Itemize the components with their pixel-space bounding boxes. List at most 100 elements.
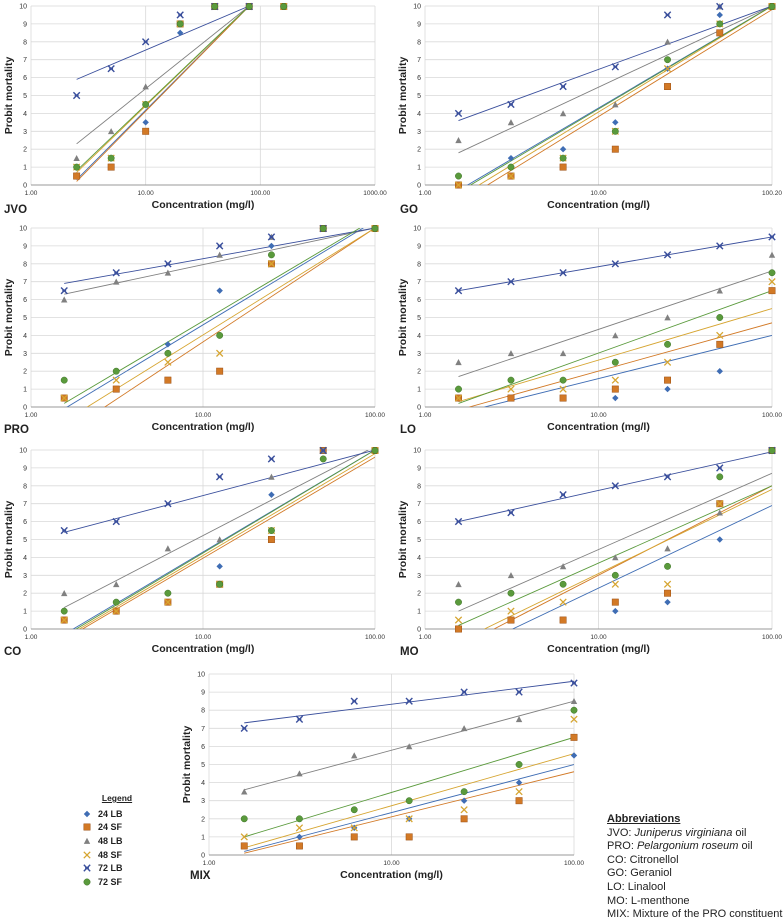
y-tick-label: 0 — [201, 853, 205, 860]
y-tick-label: 4 — [417, 555, 421, 562]
abbreviation-code: JVO: — [607, 826, 635, 839]
x-tick-label: 10.00 — [590, 190, 607, 197]
legend-item-label: 72 LB — [98, 863, 123, 874]
point-72-sf — [211, 3, 219, 10]
point-24-sf — [768, 287, 776, 295]
x-axis-title: Concentration (mg/l) — [547, 643, 650, 655]
point-72-lb — [215, 473, 224, 481]
trendline-72-sf — [75, 450, 375, 629]
point-24-lb — [460, 797, 468, 804]
point-72-lb — [319, 446, 327, 455]
y-tick-label: 9 — [417, 243, 421, 250]
point-48-lb — [455, 359, 462, 366]
point-48-sf — [164, 358, 172, 366]
point-72-lb — [267, 455, 276, 463]
panel-label: GO — [400, 204, 418, 216]
point-72-sf — [350, 806, 358, 814]
point-72-sf — [164, 349, 172, 357]
trendline-48-lb — [76, 6, 250, 145]
trendline-24-sf — [103, 228, 375, 407]
point-24-sf — [507, 616, 515, 624]
y-tick-label: 4 — [417, 333, 421, 340]
point-72-lb — [60, 286, 68, 295]
y-tick-label: 9 — [23, 21, 27, 28]
point-48-lb — [216, 536, 223, 543]
y-tick-label: 5 — [417, 93, 421, 100]
y-axis-title: Probit mortality — [397, 279, 409, 357]
abbreviation-pre: L-menthone — [630, 894, 690, 907]
point-48-sf — [112, 607, 120, 615]
legend-title: Legend — [101, 793, 133, 803]
x-axis-title: Concentration (mg/l) — [152, 421, 255, 433]
point-72-sf — [716, 20, 724, 28]
point-72-lb — [72, 91, 81, 100]
abbreviation-line: GO: Geraniol — [607, 867, 783, 881]
point-72-lb — [507, 508, 515, 517]
y-axis-title: Probit mortality — [3, 57, 15, 135]
x-tick-label: 100.00 — [564, 860, 584, 867]
point-72-lb — [663, 473, 672, 481]
point-48-lb — [142, 83, 149, 90]
y-tick-label: 2 — [201, 816, 205, 823]
x-tick-label: 1.00 — [419, 412, 432, 419]
y-tick-label: 9 — [23, 465, 27, 472]
point-48-sf — [454, 616, 463, 624]
abbreviation-code: GO: — [607, 867, 631, 880]
point-48-lb — [164, 269, 172, 276]
y-tick-label: 8 — [23, 261, 27, 268]
point-24-lb — [176, 29, 184, 37]
point-48-sf — [663, 64, 672, 73]
y-tick-label: 5 — [23, 537, 27, 544]
y-tick-label: 2 — [23, 369, 27, 376]
point-72-lb — [454, 109, 463, 118]
trendline-24-lb — [66, 228, 365, 407]
point-72-lb — [611, 482, 620, 490]
point-48-sf — [112, 376, 120, 384]
point-72-lb — [215, 242, 224, 250]
y-tick-label: 3 — [417, 573, 421, 580]
point-72-lb — [295, 715, 304, 723]
y-tick-label: 10 — [413, 4, 421, 11]
point-72-sf — [507, 163, 515, 171]
abbreviations-title: Abbreviations — [607, 813, 681, 825]
point-48-sf — [507, 385, 515, 393]
point-72-sf — [267, 251, 275, 259]
y-tick-label: 2 — [417, 591, 421, 598]
y-tick-label: 3 — [23, 573, 27, 580]
point-24-sf — [570, 733, 578, 741]
trendline-48-sf — [458, 308, 772, 403]
point-48-sf — [559, 598, 567, 606]
point-72-lb — [507, 100, 515, 109]
y-tick-label: 8 — [23, 39, 27, 46]
point-72-sf — [507, 376, 515, 384]
y-tick-label: 3 — [417, 351, 421, 358]
point-72-lb — [454, 517, 463, 526]
point-48-sf — [164, 598, 172, 606]
point-24-lb — [612, 607, 619, 615]
y-tick-label: 7 — [417, 57, 421, 64]
point-48-lb — [61, 590, 68, 597]
point-72-lb — [559, 82, 567, 91]
trendline-24-sf — [76, 6, 250, 182]
abbreviation-code: PRO: — [607, 840, 637, 853]
x-axis-title: Concentration (mg/l) — [547, 421, 650, 433]
point-48-sf — [405, 815, 413, 823]
point-72-sf — [559, 154, 567, 162]
x-tick-label: 1.00 — [25, 190, 38, 197]
point-48-lb — [507, 350, 515, 357]
point-24-sf — [507, 394, 515, 402]
x-tick-label: 1.00 — [25, 634, 38, 641]
x-axis-title: Concentration (mg/l) — [152, 643, 255, 655]
point-24-sf — [142, 127, 150, 135]
y-tick-label: 6 — [23, 297, 27, 304]
point-24-sf — [295, 842, 303, 850]
legend-marker — [83, 864, 91, 872]
point-72-lb — [611, 63, 620, 71]
point-48-lb — [716, 287, 723, 294]
point-72-lb — [405, 697, 413, 705]
trendline-72-sf — [76, 6, 250, 172]
trendline-48-lb — [458, 472, 772, 612]
point-24-lb — [296, 833, 303, 841]
panel-label: JVO — [4, 204, 27, 216]
point-24-lb — [716, 368, 723, 375]
